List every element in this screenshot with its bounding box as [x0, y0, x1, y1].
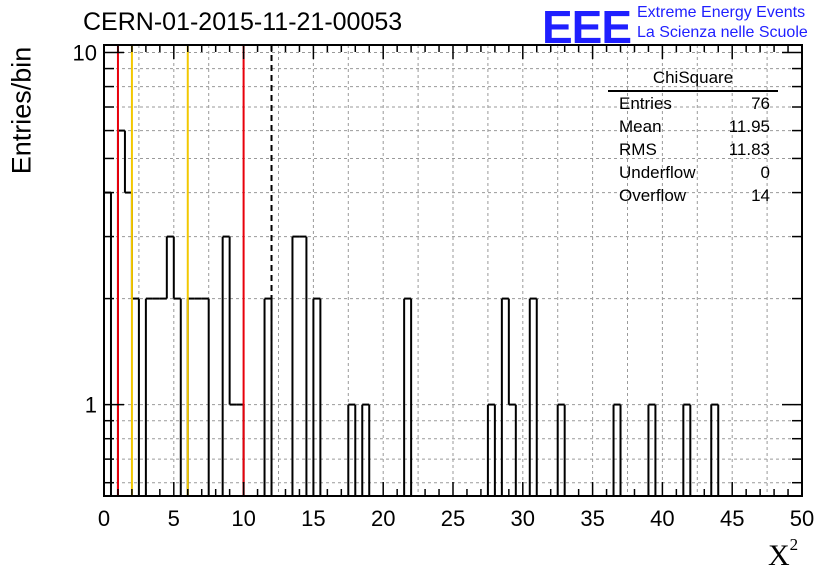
grid-lines	[104, 45, 802, 496]
stats-value: 76	[751, 94, 770, 113]
stats-label: Entries	[619, 94, 672, 113]
stats-row: Overflow 14	[608, 184, 778, 207]
axes	[103, 44, 803, 497]
x-tick-label: 45	[720, 506, 744, 531]
stats-label: Underflow	[619, 163, 696, 182]
x-tick-label: 25	[441, 506, 465, 531]
stats-row: Mean 11.95	[608, 115, 778, 138]
x-tick-label: 5	[168, 506, 180, 531]
x-axis-label-main: X	[768, 539, 790, 572]
x-tick-label: 40	[650, 506, 674, 531]
stats-label: Mean	[619, 117, 662, 136]
stats-value: 14	[751, 186, 770, 205]
x-tick-label: 50	[790, 506, 814, 531]
y-tick-label: 10	[73, 40, 97, 65]
eee-logo: EEE	[542, 1, 632, 53]
stats-label: Overflow	[619, 186, 687, 205]
x-tick-label: 0	[98, 506, 110, 531]
stats-row: Entries 76	[608, 92, 778, 115]
x-tick-label: 35	[580, 506, 604, 531]
x-tick-label: 15	[301, 506, 325, 531]
stats-value: 11.83	[728, 140, 770, 159]
stats-row: RMS 11.83	[608, 138, 778, 161]
tick-labels: 0 5 10 15 20 25 30 35 40 45 50 1 10	[73, 40, 815, 531]
y-axis-label: Entries/bin	[6, 46, 37, 175]
stats-row: Underflow 0	[608, 161, 778, 184]
stats-value: 0	[760, 163, 770, 182]
stats-title: ChiSquare	[608, 68, 778, 92]
x-axis-label-sup: 2	[789, 535, 799, 554]
logo-line-2: La Scienza nelle Scuole	[637, 24, 808, 41]
x-axis-label: X2	[768, 535, 798, 573]
y-tick-label: 1	[85, 393, 97, 418]
plot-title: CERN-01-2015-11-21-00053	[83, 8, 403, 36]
reference-lines	[116, 45, 273, 496]
logo-line-1: Extreme Energy Events	[637, 4, 806, 21]
x-tick-label: 10	[231, 506, 255, 531]
stats-label: RMS	[619, 140, 657, 159]
stats-box: ChiSquare Entries 76 Mean 11.95 RMS 11.8…	[608, 68, 778, 207]
x-tick-label: 20	[371, 506, 395, 531]
stats-value: 11.95	[728, 117, 770, 136]
x-tick-label: 30	[511, 506, 535, 531]
